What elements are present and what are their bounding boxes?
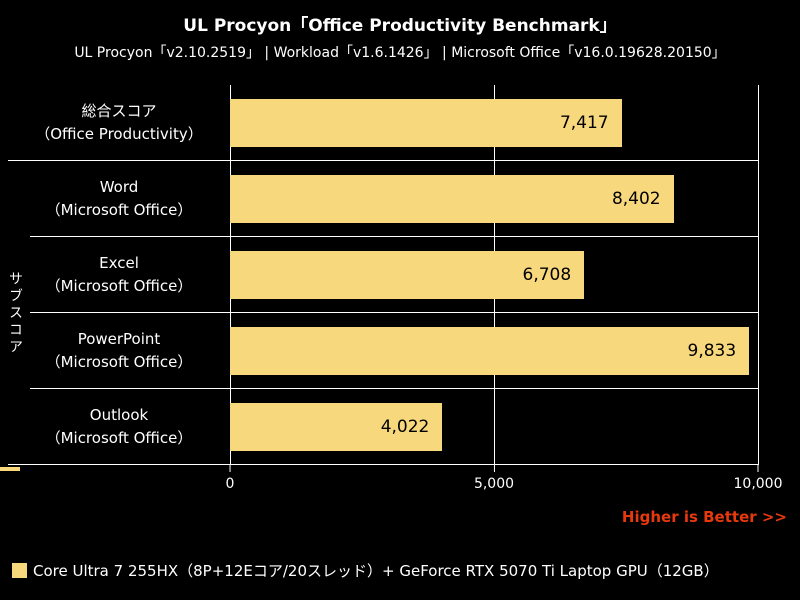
bar-track: 6,708 [230,237,758,312]
tick-mark [229,465,231,472]
tick-label: 0 [225,476,235,492]
higher-is-better-annotation: Higher is Better >> [621,508,787,526]
bar-track: 4,022 [230,389,758,464]
x-tick-5000: 5,000 [474,465,514,492]
category-line1: 総合スコア [81,102,157,120]
x-tick-0: 0 [225,465,235,492]
category-line2: （Microsoft Office） [45,352,193,371]
bar-track: 7,417 [230,85,758,160]
legend: Core Ultra 7 255HX（8P+12Eコア/20スレッド）+ GeF… [12,560,798,581]
bar-overall: 7,417 [230,99,622,147]
category-line2: （Microsoft Office） [45,428,193,447]
bar-value-label: 6,708 [522,265,572,285]
category-label: 総合スコア （Office Productivity） [8,100,230,145]
tick-mark [757,465,759,472]
chart-row-outlook: Outlook （Microsoft Office） 4,022 [8,389,758,465]
axis-accent-mark [0,467,20,471]
category-label: Excel （Microsoft Office） [8,252,230,297]
category-line2: （Microsoft Office） [45,200,193,219]
x-tick-10000: 10,000 [734,465,783,492]
chart-title: UL Procyon「Office Productivity Benchmark… [183,16,617,36]
chart-rows: 総合スコア （Office Productivity） 7,417 Word （… [8,85,758,465]
category-line2: （Office Productivity） [35,124,203,143]
category-line1: PowerPoint [77,330,161,348]
chart-row-excel: Excel （Microsoft Office） 6,708 [8,237,758,313]
bar-track: 8,402 [230,161,758,236]
legend-swatch-icon [12,563,27,578]
bar-track: 9,833 [230,313,758,388]
category-line1: Word [99,178,139,196]
chart-row-word: Word （Microsoft Office） 8,402 [8,161,758,237]
x-axis: 0 5,000 10,000 [226,465,783,507]
chart-row-overall: 総合スコア （Office Productivity） 7,417 [8,85,758,161]
bar-outlook: 4,022 [230,403,443,451]
y-axis-group-label: サブスコア [0,162,30,464]
bar-value-label: 7,417 [559,113,609,133]
chart-subtitle: UL Procyon「v2.10.2519」 | Workload「v1.6.1… [74,45,726,61]
bar-value-label: 4,022 [380,417,430,437]
tick-label: 5,000 [473,476,515,492]
gridline-10000 [758,85,759,465]
bar-excel: 6,708 [230,251,585,299]
bar-word: 8,402 [230,175,674,223]
tick-label: 10,000 [733,476,783,492]
chart-row-powerpoint: PowerPoint （Microsoft Office） 9,833 [8,313,758,389]
category-label: Word （Microsoft Office） [8,176,230,221]
bar-powerpoint: 9,833 [230,327,750,375]
category-label: Outlook （Microsoft Office） [8,404,230,449]
bar-value-label: 9,833 [687,341,737,361]
legend-label: Core Ultra 7 255HX（8P+12Eコア/20スレッド）+ GeF… [33,562,719,580]
category-line1: Outlook [89,406,149,424]
tick-mark [493,465,495,472]
category-label: PowerPoint （Microsoft Office） [8,328,230,373]
category-line1: Excel [99,254,139,272]
bar-chart: 総合スコア （Office Productivity） 7,417 Word （… [0,85,800,465]
bar-value-label: 8,402 [611,189,661,209]
category-line2: （Microsoft Office） [45,276,193,295]
